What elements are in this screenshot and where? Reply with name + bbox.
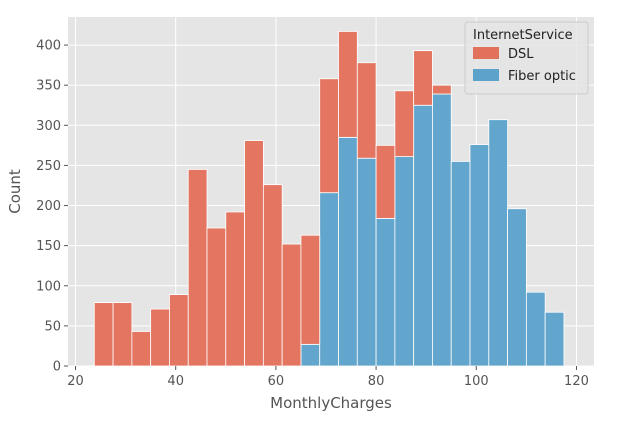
bar-fiber-optic	[450, 161, 471, 367]
x-tick-label: 40	[167, 374, 184, 389]
x-tick-label: 20	[67, 374, 84, 389]
y-tick-label: 50	[44, 319, 61, 334]
bar-dsl	[187, 169, 208, 367]
bar-fiber-optic	[394, 156, 415, 367]
bar-dsl	[281, 243, 302, 367]
x-axis-label: MonthlyCharges	[270, 394, 392, 412]
bar-dsl	[131, 331, 152, 367]
bar-fiber-optic	[319, 192, 339, 367]
bar-dsl	[375, 144, 396, 219]
bar-dsl	[262, 184, 283, 367]
bar-dsl	[225, 211, 245, 367]
bar-fiber-optic	[375, 217, 396, 367]
x-tick-label: 100	[464, 374, 489, 389]
bar-fiber-optic	[544, 311, 565, 367]
bar-dsl	[150, 308, 170, 367]
x-tick-label: 120	[564, 374, 589, 389]
legend-swatch-fiber-optic	[473, 69, 499, 81]
bar-dsl	[413, 50, 433, 106]
bar-dsl	[206, 227, 227, 367]
bar-dsl	[338, 31, 358, 138]
legend: InternetService DSL Fiber optic	[464, 21, 589, 95]
bar-fiber-optic	[413, 104, 433, 367]
bar-fiber-optic	[338, 136, 358, 367]
bar-dsl	[356, 62, 377, 159]
legend-label-dsl: DSL	[508, 47, 534, 62]
bar-dsl	[319, 78, 339, 194]
bar-dsl	[169, 294, 189, 367]
bar-dsl	[112, 302, 133, 367]
y-tick-label: 300	[36, 119, 61, 134]
bar-fiber-optic	[300, 343, 321, 367]
y-tick-label: 200	[36, 199, 61, 214]
bar-dsl	[244, 140, 264, 367]
y-tick-label: 150	[36, 239, 61, 254]
x-tick-label: 80	[368, 374, 385, 389]
legend-label-fiber-optic: Fiber optic	[508, 69, 576, 84]
bar-fiber-optic	[525, 291, 546, 367]
bar-fiber-optic	[356, 157, 377, 367]
bar-dsl	[432, 84, 452, 95]
bar-fiber-optic	[507, 208, 527, 367]
y-tick-label: 400	[36, 39, 61, 54]
y-tick-label: 350	[36, 79, 61, 94]
bar-fiber-optic	[469, 144, 490, 367]
x-axis: 20 40 60 80 100 120	[67, 366, 589, 389]
bars	[93, 31, 565, 367]
legend-title: InternetService	[473, 28, 573, 43]
bar-dsl	[394, 90, 415, 157]
bar-fiber-optic	[432, 93, 452, 367]
bar-dsl	[93, 302, 114, 367]
x-tick-label: 60	[268, 374, 285, 389]
bar-fiber-optic	[488, 119, 508, 367]
y-tick-label: 0	[53, 360, 61, 375]
y-tick-label: 250	[36, 159, 61, 174]
bar-dsl	[300, 234, 321, 345]
y-axis: 0 50 100 150 200 250 300 350 400	[36, 39, 68, 375]
y-axis-label: Count	[6, 169, 24, 214]
legend-swatch-dsl	[473, 47, 499, 59]
y-tick-label: 100	[36, 279, 61, 294]
